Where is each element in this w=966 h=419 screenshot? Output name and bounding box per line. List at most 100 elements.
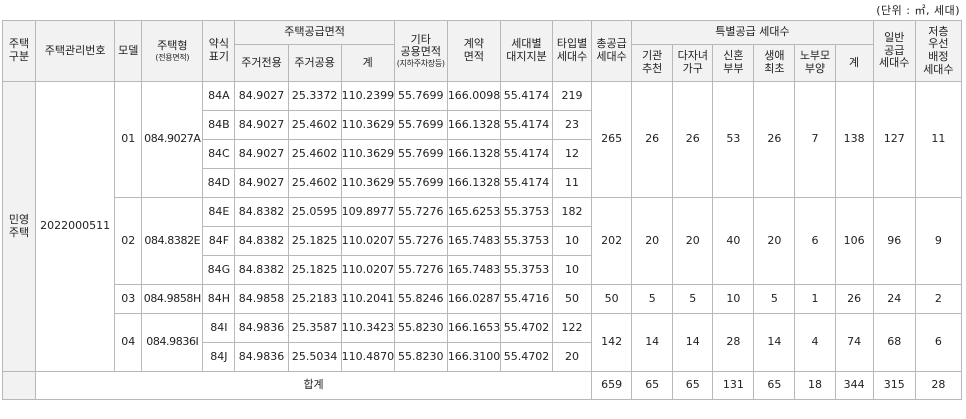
sum-cell: 110.3629 bbox=[340, 139, 395, 169]
contract-cell: 166.1328 bbox=[446, 139, 501, 169]
units-cell: 20 bbox=[551, 342, 593, 372]
sum-cell: 109.8977 bbox=[340, 197, 395, 227]
house-type-cell: 084.9858H bbox=[141, 284, 204, 314]
header-general-supply: 일반 공급 세대수 bbox=[872, 20, 916, 82]
contract-cell: 165.6253 bbox=[446, 197, 501, 227]
land-cell: 55.3753 bbox=[499, 226, 554, 256]
units-cell: 23 bbox=[551, 110, 593, 140]
header-abbr: 약식 표기 bbox=[202, 20, 236, 82]
header-first-time: 생애 최초 bbox=[753, 44, 796, 82]
abbr-cell: 84J bbox=[202, 342, 236, 372]
inst-cell: 5 bbox=[631, 284, 674, 314]
units-cell: 12 bbox=[551, 139, 593, 169]
header-special-supply: 특별공급 세대수 bbox=[631, 20, 874, 45]
common-cell: 25.0595 bbox=[287, 197, 342, 227]
common-cell: 25.2183 bbox=[287, 284, 342, 314]
units-cell: 50 bbox=[551, 284, 593, 314]
header-house-type-sub: (전용면적) bbox=[155, 52, 190, 62]
abbr-cell: 84G bbox=[202, 255, 236, 285]
inst-cell: 14 bbox=[631, 313, 674, 372]
units-cell: 122 bbox=[551, 313, 593, 343]
units-cell: 219 bbox=[551, 81, 593, 111]
units-cell: 10 bbox=[551, 226, 593, 256]
land-cell: 55.4174 bbox=[499, 110, 554, 140]
total-supply-cell: 202 bbox=[591, 197, 633, 285]
common-cell: 25.1825 bbox=[287, 226, 342, 256]
newlywed-cell: 28 bbox=[712, 313, 755, 372]
table-row: 84J 84.9836 25.5034 110.4870 55.8230 166… bbox=[3, 342, 962, 372]
inst-cell: 20 bbox=[631, 197, 674, 285]
total-spacer-cell bbox=[1, 371, 37, 400]
elderly-cell: 4 bbox=[794, 313, 836, 372]
table-row: 84C 84.9027 25.4602 110.3629 55.7699 166… bbox=[3, 139, 962, 169]
unit-note: (단위 : ㎡, 세대) bbox=[876, 4, 960, 17]
contract-cell: 166.3100 bbox=[446, 342, 501, 372]
header-type-units: 타입별 세대수 bbox=[551, 20, 593, 82]
sum-cell: 110.3629 bbox=[340, 110, 395, 140]
header-common: 주거공용 bbox=[287, 44, 342, 82]
total-supply-cell: 142 bbox=[591, 313, 633, 372]
mgmt-no-cell: 2022000511 bbox=[35, 81, 116, 372]
table-body: 민영 주택 2022000511 01 084.9027A 84A 84.902… bbox=[1, 81, 963, 400]
low-storey-cell: 11 bbox=[914, 81, 963, 198]
header-other-common-sub: (지하주차장등) bbox=[396, 59, 445, 69]
other-cell: 55.7699 bbox=[393, 81, 448, 111]
other-cell: 55.7276 bbox=[393, 255, 448, 285]
table-row: 03 084.9858H 84H 84.9858 25.2183 110.204… bbox=[3, 284, 963, 314]
general-total: 315 bbox=[872, 371, 916, 400]
first-cell: 5 bbox=[753, 284, 796, 314]
excl-cell: 84.9858 bbox=[234, 284, 289, 314]
elderly-cell: 6 bbox=[794, 197, 836, 285]
excl-cell: 84.9836 bbox=[234, 342, 289, 372]
low-storey-cell: 6 bbox=[914, 313, 963, 372]
housing-type-cell: 민영 주택 bbox=[1, 81, 37, 372]
header-multi-child: 다자녀 가구 bbox=[672, 44, 714, 82]
header-area-sum: 계 bbox=[340, 44, 395, 82]
units-cell: 182 bbox=[551, 197, 593, 227]
other-cell: 55.7276 bbox=[393, 197, 448, 227]
contract-cell: 165.7483 bbox=[446, 226, 501, 256]
contract-cell: 166.0098 bbox=[446, 81, 501, 111]
special-sum-total: 344 bbox=[834, 371, 874, 400]
elderly-cell: 7 bbox=[794, 81, 836, 198]
first-cell: 20 bbox=[753, 197, 796, 285]
excl-cell: 84.9836 bbox=[234, 313, 289, 343]
common-cell: 25.4602 bbox=[287, 139, 342, 169]
excl-cell: 84.9027 bbox=[234, 139, 289, 169]
header-elderly: 노부모 부양 bbox=[794, 44, 836, 82]
common-cell: 25.3587 bbox=[287, 313, 342, 343]
common-cell: 25.5034 bbox=[287, 342, 342, 372]
elderly-total: 18 bbox=[794, 371, 836, 400]
total-supply-cell: 50 bbox=[591, 284, 633, 314]
model-cell: 02 bbox=[114, 197, 143, 285]
header-special-sum: 계 bbox=[834, 44, 874, 82]
contract-cell: 166.1653 bbox=[446, 313, 501, 343]
units-cell: 10 bbox=[551, 255, 593, 285]
header-exclusive: 주거전용 bbox=[234, 44, 289, 82]
abbr-cell: 84B bbox=[202, 110, 236, 140]
land-cell: 55.4174 bbox=[499, 81, 554, 111]
model-cell: 04 bbox=[114, 313, 143, 372]
land-cell: 55.3753 bbox=[499, 197, 554, 227]
excl-cell: 84.9027 bbox=[234, 168, 289, 198]
other-cell: 55.7699 bbox=[393, 110, 448, 140]
newlywed-cell: 53 bbox=[712, 81, 755, 198]
header-low-storey: 저층 우선 배정 세대수 bbox=[914, 20, 963, 82]
table-row: 민영 주택 2022000511 01 084.9027A 84A 84.902… bbox=[1, 81, 963, 372]
other-cell: 55.7699 bbox=[393, 139, 448, 169]
other-cell: 55.8230 bbox=[393, 313, 448, 343]
header-house-type: 주택형 (전용면적) bbox=[141, 20, 204, 82]
abbr-cell: 84F bbox=[202, 226, 236, 256]
header-other-common-label: 기타 공용면적 bbox=[400, 32, 441, 59]
common-cell: 25.4602 bbox=[287, 168, 342, 198]
house-type-cell: 084.8382E bbox=[141, 197, 204, 285]
newlywed-cell: 10 bbox=[712, 284, 755, 314]
abbr-cell: 84A bbox=[202, 81, 236, 111]
table-row: 84B 84.9027 25.4602 110.3629 55.7699 166… bbox=[3, 110, 962, 140]
abbr-cell: 84E bbox=[202, 197, 236, 227]
header-institution: 기관 추천 bbox=[631, 44, 674, 82]
excl-cell: 84.8382 bbox=[234, 197, 289, 227]
general-cell: 96 bbox=[872, 197, 916, 285]
excl-cell: 84.9027 bbox=[234, 81, 289, 111]
sum-cell: 110.4870 bbox=[340, 342, 395, 372]
